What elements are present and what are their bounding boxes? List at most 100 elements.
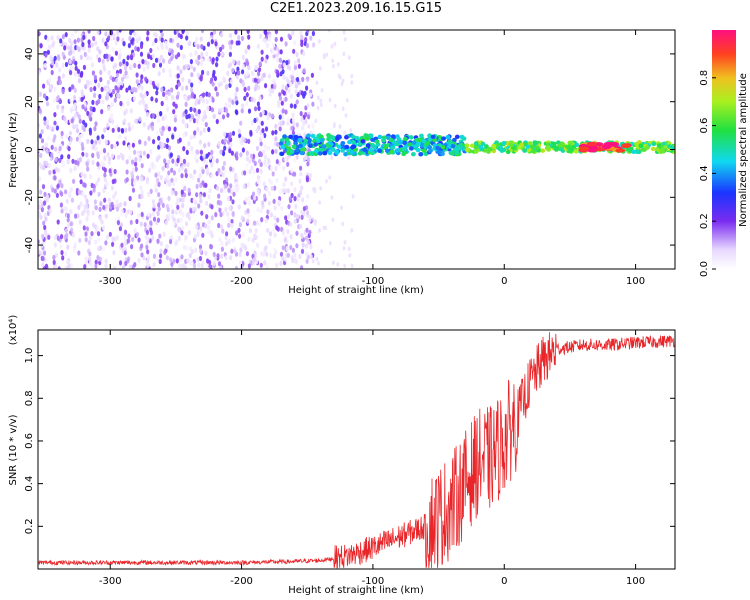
heatmap-cell — [74, 213, 78, 219]
heatmap-cell — [64, 251, 68, 257]
heatmap-cell — [110, 201, 114, 207]
heatmap-cell — [260, 217, 264, 223]
heatmap-cell — [318, 39, 321, 44]
heatmap-cell — [174, 103, 178, 109]
heatmap-cell — [270, 185, 274, 192]
heatmap-cell — [285, 245, 289, 251]
heatmap-cell — [195, 183, 199, 189]
heatmap-cell — [126, 100, 130, 106]
heatmap-cell — [241, 63, 245, 69]
heatmap-cell — [229, 44, 233, 50]
heatmap-cell — [124, 229, 128, 235]
heatmap-cell — [183, 95, 187, 101]
heatmap-cell — [124, 260, 128, 267]
heatmap-cell — [338, 124, 342, 129]
heatmap-cell — [177, 81, 181, 87]
heatmap-cell — [325, 179, 328, 184]
heatmap-cell — [370, 150, 376, 156]
heatmap-cell — [176, 73, 180, 79]
heatmap-cell — [154, 37, 158, 44]
heatmap-cell — [273, 232, 277, 238]
heatmap-cell — [169, 37, 173, 43]
heatmap-cell — [206, 207, 210, 213]
heatmap-cell — [75, 123, 79, 129]
heatmap-cell — [140, 211, 144, 217]
heatmap-cell — [266, 227, 270, 233]
heatmap-cell — [253, 117, 257, 124]
heatmap-cell — [255, 234, 259, 241]
heatmap-cell — [156, 238, 160, 244]
heatmap-cell — [50, 152, 54, 158]
heatmap-cell — [108, 88, 112, 94]
heatmap-cell — [255, 145, 260, 151]
heatmap-cell — [124, 65, 128, 71]
heatmap-cell — [102, 188, 106, 194]
heatmap-cell — [322, 225, 326, 230]
heatmap-cell — [64, 265, 68, 269]
heatmap-cell — [50, 60, 55, 66]
heatmap-cell — [161, 44, 165, 50]
heatmap-cell — [290, 181, 294, 187]
heatmap-cell — [165, 143, 169, 149]
heatmap-cell — [224, 102, 228, 108]
heatmap-cell — [160, 86, 164, 93]
heatmap-cell — [47, 135, 51, 142]
heatmap-cell — [64, 206, 68, 212]
heatmap-cell — [290, 125, 294, 131]
heatmap-cell — [263, 159, 267, 165]
heatmap-cell — [328, 175, 332, 180]
heatmap-cell — [161, 115, 165, 121]
heatmap-cell — [45, 95, 49, 101]
y-tick-label: 20 — [24, 95, 35, 108]
heatmap-cell — [114, 50, 118, 56]
heatmap-cell — [306, 76, 310, 82]
heatmap-cell — [68, 86, 72, 92]
heatmap-cell — [213, 76, 217, 82]
heatmap-cell — [235, 100, 239, 106]
heatmap-cell — [197, 262, 201, 268]
heatmap-cell — [156, 155, 160, 161]
heatmap-cell — [109, 92, 113, 98]
heatmap-cell — [112, 194, 116, 200]
heatmap-cell — [135, 38, 139, 44]
heatmap-cell — [206, 105, 210, 111]
heatmap-cell — [247, 44, 251, 50]
heatmap-cell — [94, 239, 98, 245]
heatmap-cell — [200, 263, 204, 269]
heatmap-cell — [320, 249, 323, 254]
heatmap-cell — [221, 172, 225, 178]
heatmap-cell — [299, 150, 305, 156]
heatmap-cell — [57, 75, 61, 81]
heatmap-cell — [138, 193, 142, 200]
heatmap-cell — [97, 231, 101, 237]
heatmap-cell — [261, 128, 265, 134]
heatmap-cell — [134, 45, 138, 52]
heatmap-cell — [579, 146, 590, 151]
heatmap-cell — [144, 103, 148, 109]
heatmap-cell — [140, 189, 144, 195]
heatmap-cell — [178, 137, 182, 143]
heatmap-cell — [219, 187, 224, 193]
heatmap-cell — [330, 44, 334, 49]
heatmap-cell — [172, 181, 176, 187]
heatmap-cell — [165, 244, 169, 250]
heatmap-cell — [84, 231, 88, 237]
heatmap-cell — [56, 35, 60, 41]
heatmap-cell — [290, 210, 294, 216]
heatmap-cell — [289, 103, 294, 109]
heatmap-cell — [286, 188, 290, 194]
heatmap-cell — [276, 57, 280, 63]
heatmap-cell — [175, 84, 179, 90]
heatmap-cell — [203, 143, 207, 149]
heatmap-cell — [115, 235, 119, 241]
heatmap-cell — [238, 251, 242, 258]
heatmap-cell — [254, 65, 258, 71]
heatmap-cell — [187, 41, 191, 47]
heatmap-cell — [190, 72, 194, 78]
heatmap-cell — [103, 127, 107, 133]
heatmap-cell — [304, 37, 308, 43]
heatmap-cell — [183, 185, 187, 192]
heatmap-cell — [252, 169, 256, 175]
heatmap-cell — [255, 220, 259, 226]
heatmap-cell — [166, 137, 170, 143]
